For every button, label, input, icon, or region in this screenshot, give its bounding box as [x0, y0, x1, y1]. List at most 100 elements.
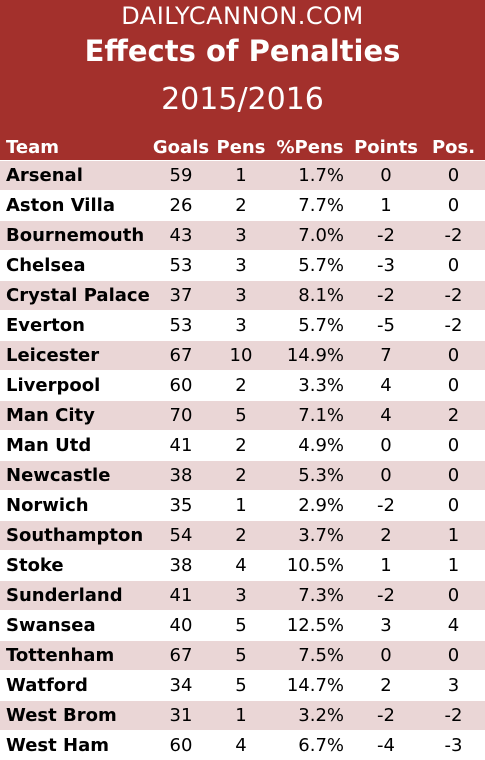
cell-pens: 2: [212, 371, 270, 401]
cell-team: Stoke: [0, 551, 150, 581]
cell-pens: 4: [212, 551, 270, 581]
cell-position: 0: [422, 191, 485, 221]
cell-points: 0: [350, 161, 422, 191]
cell-team: West Ham: [0, 731, 150, 760]
cell-position: 0: [422, 161, 485, 191]
cell-team: Sunderland: [0, 581, 150, 611]
cell-position: -2: [422, 281, 485, 311]
cell-position: -2: [422, 311, 485, 341]
table-header-row: Team Goals Pens %Pens Points Pos.: [0, 134, 485, 161]
cell-position: -3: [422, 731, 485, 760]
cell-points: 4: [350, 401, 422, 431]
column-header-goals: Goals: [150, 134, 212, 161]
cell-goals: 59: [150, 161, 212, 191]
cell-goals: 60: [150, 731, 212, 760]
cell-position: 0: [422, 431, 485, 461]
column-header-team: Team: [0, 134, 150, 161]
cell-position: 0: [422, 371, 485, 401]
cell-team: Tottenham: [0, 641, 150, 671]
cell-pens: 1: [212, 701, 270, 731]
cell-position: 0: [422, 341, 485, 371]
cell-pens: 3: [212, 311, 270, 341]
cell-pens: 5: [212, 401, 270, 431]
cell-team: Arsenal: [0, 161, 150, 191]
column-header-pct-pens: %Pens: [270, 134, 350, 161]
cell-pct-pens: 4.9%: [270, 431, 350, 461]
cell-position: -2: [422, 221, 485, 251]
cell-pens: 3: [212, 251, 270, 281]
cell-pens: 2: [212, 521, 270, 551]
cell-team: Chelsea: [0, 251, 150, 281]
cell-goals: 37: [150, 281, 212, 311]
cell-pens: 2: [212, 461, 270, 491]
cell-points: -2: [350, 221, 422, 251]
site-name: DAILYCANNON.COM: [0, 2, 485, 30]
cell-pct-pens: 14.9%: [270, 341, 350, 371]
cell-goals: 70: [150, 401, 212, 431]
cell-points: 1: [350, 551, 422, 581]
cell-pct-pens: 1.7%: [270, 161, 350, 191]
cell-pct-pens: 3.7%: [270, 521, 350, 551]
cell-position: 2: [422, 401, 485, 431]
cell-position: 0: [422, 461, 485, 491]
cell-team: Norwich: [0, 491, 150, 521]
cell-goals: 26: [150, 191, 212, 221]
cell-team: Watford: [0, 671, 150, 701]
cell-pens: 1: [212, 491, 270, 521]
page-title: Effects of Penalties: [0, 33, 485, 69]
cell-position: 0: [422, 581, 485, 611]
cell-pens: 5: [212, 641, 270, 671]
cell-points: 3: [350, 611, 422, 641]
cell-pct-pens: 3.2%: [270, 701, 350, 731]
cell-goals: 38: [150, 551, 212, 581]
cell-pens: 3: [212, 281, 270, 311]
cell-pct-pens: 10.5%: [270, 551, 350, 581]
cell-goals: 31: [150, 701, 212, 731]
cell-position: -2: [422, 701, 485, 731]
cell-points: 2: [350, 521, 422, 551]
cell-team: Liverpool: [0, 371, 150, 401]
cell-points: -4: [350, 731, 422, 760]
cell-team: West Brom: [0, 701, 150, 731]
cell-goals: 38: [150, 461, 212, 491]
cell-goals: 41: [150, 431, 212, 461]
cell-goals: 53: [150, 251, 212, 281]
cell-points: -2: [350, 701, 422, 731]
cell-pct-pens: 7.1%: [270, 401, 350, 431]
column-header-position: Pos.: [422, 134, 485, 161]
cell-pct-pens: 2.9%: [270, 491, 350, 521]
cell-pct-pens: 12.5%: [270, 611, 350, 641]
cell-points: 0: [350, 431, 422, 461]
cell-points: -2: [350, 581, 422, 611]
cell-pct-pens: 14.7%: [270, 671, 350, 701]
cell-pens: 3: [212, 221, 270, 251]
cell-pens: 2: [212, 191, 270, 221]
cell-pct-pens: 5.3%: [270, 461, 350, 491]
season-label: 2015/2016: [0, 82, 485, 118]
cell-goals: 54: [150, 521, 212, 551]
cell-goals: 35: [150, 491, 212, 521]
cell-team: Southampton: [0, 521, 150, 551]
cell-goals: 67: [150, 341, 212, 371]
cell-pct-pens: 5.7%: [270, 311, 350, 341]
cell-pens: 2: [212, 431, 270, 461]
cell-position: 0: [422, 251, 485, 281]
cell-team: Everton: [0, 311, 150, 341]
cell-pct-pens: 3.3%: [270, 371, 350, 401]
cell-pens: 1: [212, 161, 270, 191]
cell-goals: 53: [150, 311, 212, 341]
